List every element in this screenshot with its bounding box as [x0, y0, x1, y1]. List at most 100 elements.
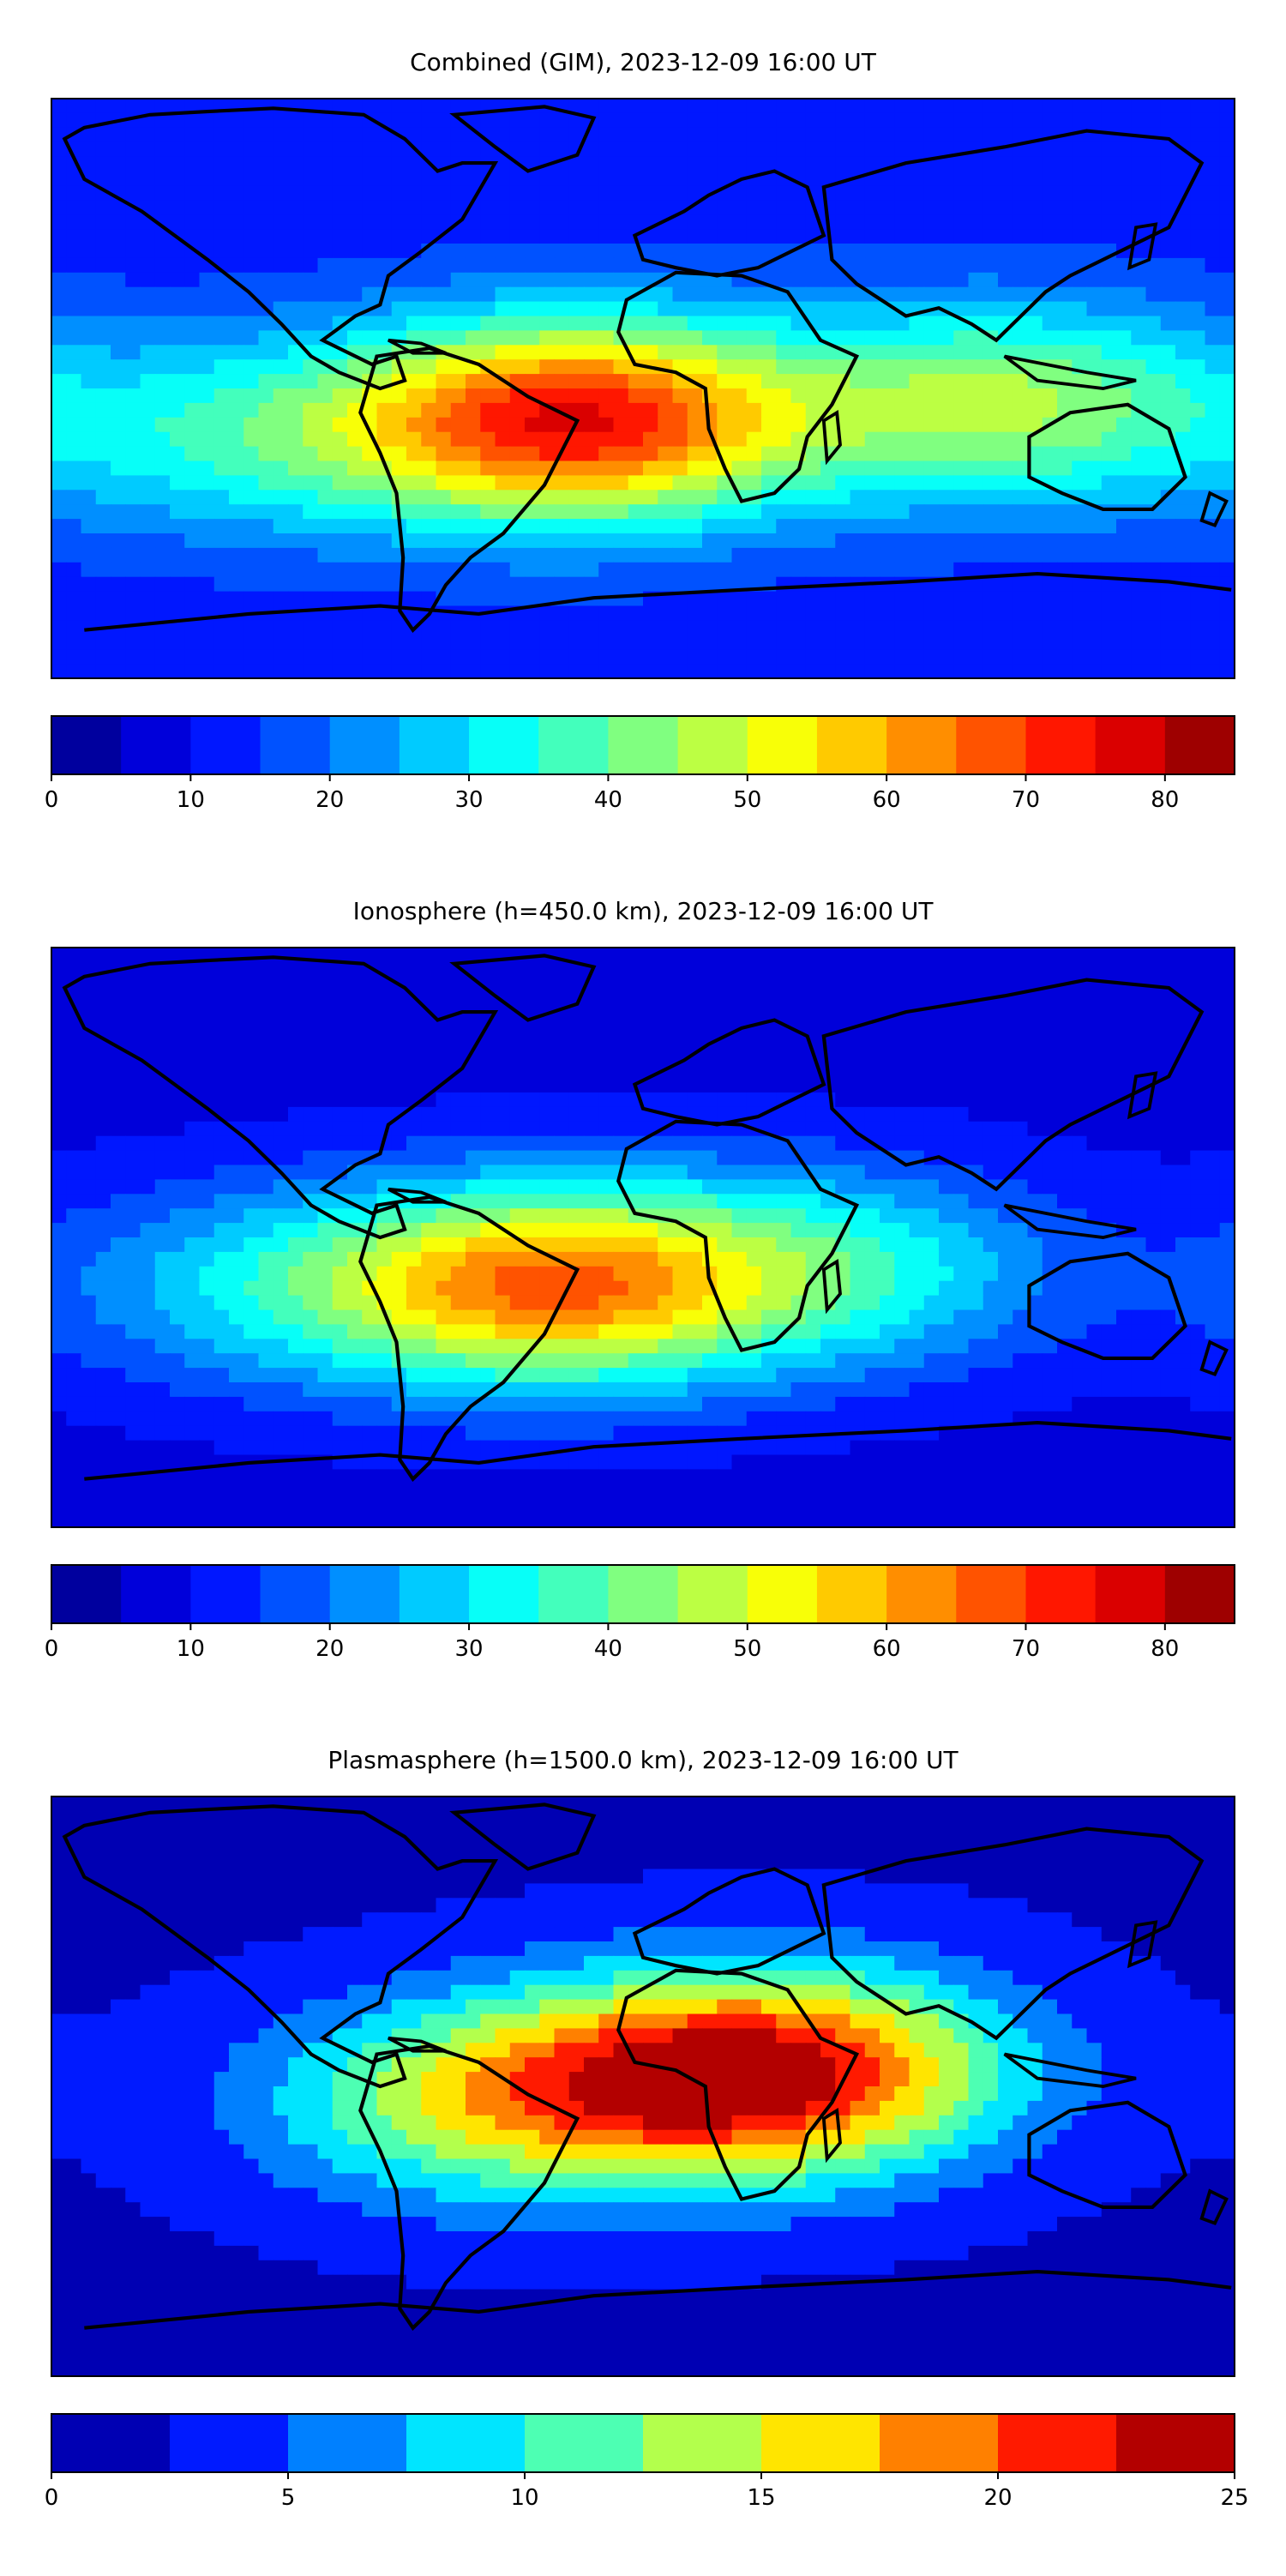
- tec-cell: [1190, 447, 1205, 462]
- tec-cell: [924, 664, 940, 679]
- tec-cell: [1072, 214, 1087, 230]
- tec-cell: [939, 1136, 954, 1152]
- tec-cell: [924, 1237, 940, 1253]
- tec-cell: [125, 1179, 141, 1195]
- tec-cell: [569, 388, 585, 404]
- tec-cell: [806, 1006, 821, 1021]
- tec-cell: [496, 214, 511, 230]
- colorbar-tick-label: 20: [315, 787, 344, 813]
- tec-cell: [273, 214, 289, 230]
- tec-cell: [96, 1194, 111, 1209]
- tec-cell: [362, 229, 377, 244]
- tec-cell: [924, 388, 940, 404]
- tec-cell: [1072, 244, 1087, 259]
- tec-cell: [628, 113, 644, 129]
- tec-cell: [155, 1136, 171, 1152]
- tec-cell: [259, 432, 274, 448]
- tec-cell: [910, 635, 925, 650]
- tec-cell: [318, 548, 334, 563]
- tec-cell: [761, 1092, 777, 1108]
- tec-cell: [643, 563, 658, 578]
- tec-cell: [598, 461, 614, 477]
- tec-cell: [969, 447, 984, 462]
- tec-cell: [288, 1049, 303, 1064]
- tec-cell: [983, 461, 999, 477]
- tec-cell: [776, 157, 791, 172]
- tec-cell: [1161, 533, 1176, 549]
- tec-cell: [939, 606, 954, 622]
- tec-cell: [569, 1136, 585, 1152]
- tec-cell: [569, 490, 585, 505]
- tec-cell: [539, 200, 555, 215]
- tec-cell: [732, 99, 748, 114]
- tec-cell: [436, 172, 452, 187]
- tec-cell: [510, 447, 526, 462]
- tec-cell: [125, 1165, 141, 1181]
- tec-cell: [496, 620, 511, 635]
- tec-cell: [939, 1078, 954, 1093]
- tec-cell: [1161, 1020, 1176, 1036]
- tec-cell: [525, 1092, 540, 1108]
- tec-cell: [184, 991, 200, 1007]
- tec-cell: [1087, 991, 1103, 1007]
- tec-cell: [392, 229, 407, 244]
- tec-cell: [850, 302, 866, 317]
- tec-cell: [111, 1252, 126, 1267]
- tec-cell: [880, 948, 895, 963]
- tec-cell: [362, 128, 377, 143]
- tec-cell: [835, 1179, 850, 1195]
- tec-cell: [791, 620, 807, 635]
- tec-cell: [1072, 113, 1087, 129]
- tec-cell: [273, 432, 289, 448]
- tec-cell: [1220, 1092, 1235, 1108]
- tec-cell: [333, 635, 348, 650]
- tec-cell: [953, 1151, 969, 1166]
- tec-cell: [496, 258, 511, 274]
- tec-cell: [333, 991, 348, 1007]
- tec-cell: [717, 504, 732, 520]
- tec-cell: [953, 302, 969, 317]
- tec-cell: [525, 1151, 540, 1166]
- tec-cell: [983, 504, 999, 520]
- tec-cell: [850, 1049, 866, 1064]
- tec-cell: [658, 1165, 673, 1181]
- tec-cell: [969, 620, 984, 635]
- tec-cell: [1116, 606, 1132, 622]
- tec-cell: [717, 1006, 732, 1021]
- tec-cell: [820, 157, 836, 172]
- colorbar-tick-label: 0: [45, 787, 59, 813]
- tec-cell: [820, 1006, 836, 1021]
- tec-cell: [273, 533, 289, 549]
- tec-cell: [776, 1194, 791, 1209]
- tec-cell: [1205, 606, 1221, 622]
- tec-cell: [243, 461, 259, 477]
- tec-cell: [555, 388, 570, 404]
- tec-cell: [96, 1122, 111, 1137]
- tec-cell: [584, 1034, 599, 1050]
- tec-cell: [510, 1136, 526, 1152]
- tec-cell: [776, 1107, 791, 1122]
- tec-cell: [347, 229, 363, 244]
- tec-cell: [1116, 475, 1132, 491]
- tec-cell: [1116, 1122, 1132, 1137]
- tec-cell: [451, 1208, 466, 1224]
- tec-cell: [155, 403, 171, 418]
- tec-cell: [998, 273, 1013, 288]
- tec-cell: [214, 1034, 230, 1050]
- tec-cell: [96, 200, 111, 215]
- tec-cell: [421, 99, 436, 114]
- tec-cell: [969, 1006, 984, 1021]
- tec-cell: [1205, 475, 1221, 491]
- tec-cell: [66, 1122, 81, 1137]
- tec-cell: [983, 1151, 999, 1166]
- tec-cell: [496, 1049, 511, 1064]
- tec-cell: [214, 1208, 230, 1224]
- tec-cell: [496, 200, 511, 215]
- tec-cell: [303, 1179, 318, 1195]
- tec-cell: [229, 1006, 244, 1021]
- tec-cell: [141, 388, 156, 404]
- tec-cell: [865, 461, 880, 477]
- tec-cell: [1146, 635, 1162, 650]
- tec-cell: [81, 99, 97, 114]
- tec-cell: [1013, 490, 1028, 505]
